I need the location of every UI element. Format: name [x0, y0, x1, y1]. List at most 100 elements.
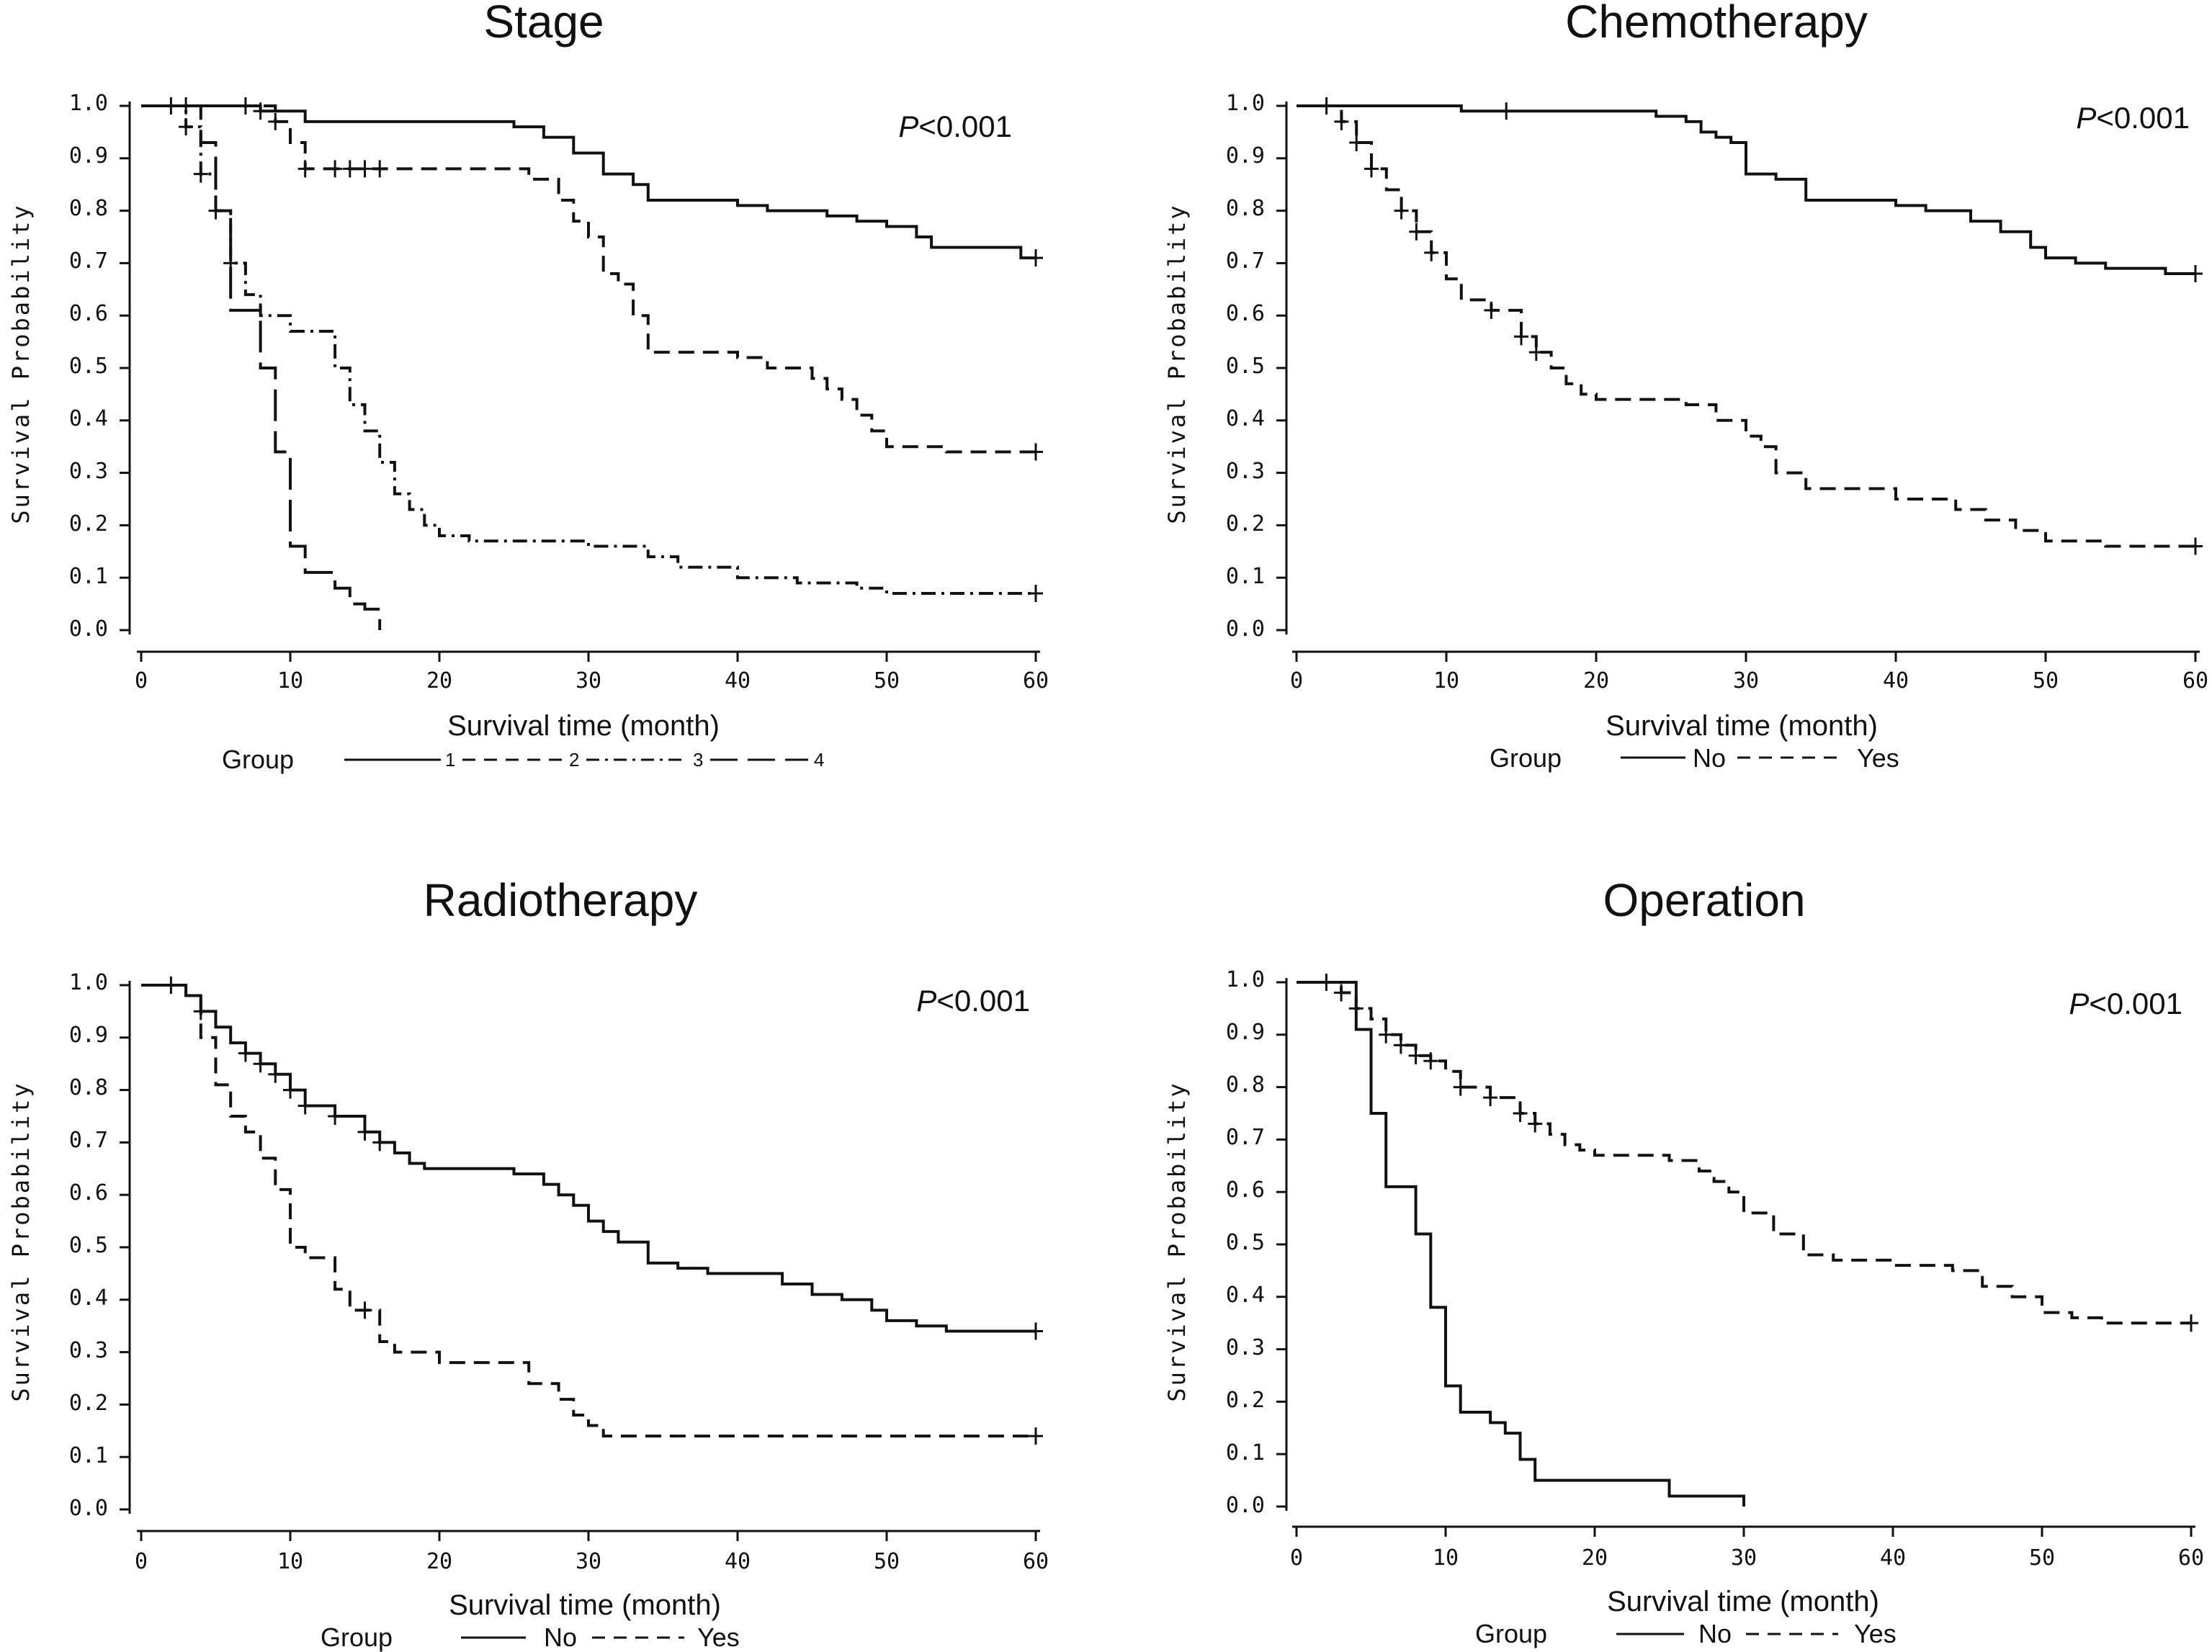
legend-label: No [544, 1622, 577, 1652]
legend-label: 2 [569, 749, 579, 771]
km-curve-no [1297, 981, 1745, 1507]
y-tick-label: 0.1 [1226, 564, 1265, 589]
x-tick-label: 50 [2029, 1545, 2055, 1571]
km-curve-3 [141, 104, 1036, 596]
y-tick-label: 0.4 [69, 406, 108, 431]
y-tick-labels: 0.0 0.1 0.2 0.3 0.4 0.5 0.6 0.7 0.8 0.9 … [1226, 91, 1265, 642]
x-tick-label: 20 [426, 1549, 452, 1574]
km-curve-yes [1297, 104, 2195, 548]
x-axis-label: Survival time (month) [449, 1589, 721, 1621]
x-tick-label: 40 [725, 1549, 751, 1574]
censor-mark [1319, 974, 1334, 991]
censor-mark [328, 160, 343, 178]
y-tick-label: 1.0 [1226, 91, 1265, 116]
censor-mark [357, 160, 372, 178]
x-tick-label: 50 [874, 1549, 900, 1574]
legend-label: No [1698, 1619, 1732, 1648]
p-value: P<0.001 [916, 984, 1030, 1018]
y-tick-label: 0.9 [69, 1023, 108, 1048]
x-tick-label: 0 [135, 668, 148, 693]
y-tick-label: 0.3 [1226, 459, 1265, 484]
censor-mark [2188, 264, 2203, 282]
censor-mark [1379, 1025, 1394, 1043]
x-tick-label: 20 [1583, 668, 1609, 693]
x-tick-labels: 0 10 20 30 40 50 60 [135, 1549, 1049, 1574]
censor-mark [179, 118, 194, 136]
y-tick-label: 0.5 [1226, 1230, 1265, 1255]
censor-mark [297, 1097, 313, 1115]
legend-label: 1 [445, 749, 455, 771]
y-tick-label: 0.7 [1226, 248, 1265, 274]
censor-mark [268, 1065, 283, 1083]
legend-label: Yes [1857, 743, 1899, 773]
y-tick-label: 0.5 [69, 1233, 108, 1258]
x-tick-label: 50 [2033, 668, 2059, 693]
y-tick-label: 0.2 [69, 1391, 108, 1416]
x-axis-label: Survival time (month) [1606, 710, 1878, 742]
x-tick-label: 60 [1023, 1549, 1049, 1574]
censor-mark [1029, 1427, 1043, 1445]
censor-mark [1453, 1078, 1468, 1096]
censor-mark [268, 112, 283, 130]
censor-mark [1393, 1036, 1408, 1054]
series-yes [1297, 104, 2203, 555]
series-2 [141, 104, 1043, 461]
p-value: P<0.001 [2069, 987, 2182, 1020]
x-tick-label: 20 [426, 668, 452, 693]
x-tick-label: 60 [2182, 668, 2208, 693]
y-tick-label: 0.3 [69, 1338, 108, 1363]
censor-mark [1484, 301, 1499, 319]
y-tick-label: 0.0 [1226, 1493, 1265, 1518]
y-tick-labels: 0.0 0.1 0.2 0.3 0.4 0.5 0.6 0.7 0.8 0.9 … [69, 970, 108, 1521]
censor-mark [1483, 1089, 1498, 1107]
censor-mark [1394, 202, 1409, 220]
censor-mark [1514, 328, 1528, 346]
censor-mark [1424, 243, 1439, 261]
y-tick-label: 0.6 [1226, 1177, 1265, 1203]
y-axis-label: Survival Probability [1163, 203, 1191, 524]
y-tick-label: 0.5 [69, 354, 108, 379]
x-tick-label: 10 [277, 668, 303, 693]
series-4 [141, 104, 382, 630]
chart-title: Stage [483, 0, 604, 48]
chart-title: Radiotherapy [424, 874, 698, 926]
x-tick-label: 0 [1290, 668, 1303, 693]
y-tick-label: 0.1 [69, 564, 108, 589]
y-tick-label: 0.1 [1226, 1440, 1265, 1465]
censor-mark [1348, 1000, 1364, 1018]
chart-title: Chemotherapy [1565, 0, 1868, 48]
censor-mark [1408, 1046, 1423, 1064]
y-tick-label: 0.2 [1226, 1388, 1265, 1413]
y-tick-label: 0.2 [1226, 511, 1265, 537]
axes [1276, 978, 2195, 1537]
panel-radiotherapy: Radiotherapy P<0.001 Survival Probabilit… [7, 874, 1049, 1652]
axes [120, 981, 1040, 1541]
censor-mark [1349, 133, 1364, 151]
y-tick-label: 0.9 [69, 143, 108, 169]
y-tick-label: 0.8 [1226, 1072, 1265, 1097]
legend: Group No Yes [321, 1622, 740, 1652]
y-tick-label: 0.4 [1226, 406, 1265, 431]
legend-label: Yes [697, 1622, 740, 1652]
censor-mark [342, 160, 357, 178]
y-axis-label: Survival Probability [7, 203, 35, 524]
censor-mark [1029, 443, 1043, 461]
x-tick-label: 30 [576, 668, 601, 693]
y-tick-label: 0.8 [69, 1075, 108, 1100]
censor-mark [2188, 537, 2203, 555]
y-tick-label: 0.8 [69, 196, 108, 221]
x-tick-label: 20 [1582, 1545, 1608, 1571]
x-tick-label: 40 [725, 668, 751, 693]
legend-title: Group [1475, 1619, 1547, 1648]
y-tick-label: 0.8 [1226, 196, 1265, 221]
y-tick-label: 0.0 [1226, 616, 1265, 642]
x-axis-label: Survival time (month) [1607, 1586, 1879, 1617]
legend-label: Yes [1854, 1619, 1897, 1648]
km-curve-4 [141, 104, 382, 630]
x-tick-label: 10 [1433, 1545, 1459, 1571]
legend: Group No Yes [1475, 1619, 1897, 1648]
censor-mark [328, 1108, 343, 1125]
legend: Group No Yes [1490, 743, 1899, 773]
censor-mark [283, 1081, 297, 1099]
y-tick-label: 0.5 [1226, 354, 1265, 379]
